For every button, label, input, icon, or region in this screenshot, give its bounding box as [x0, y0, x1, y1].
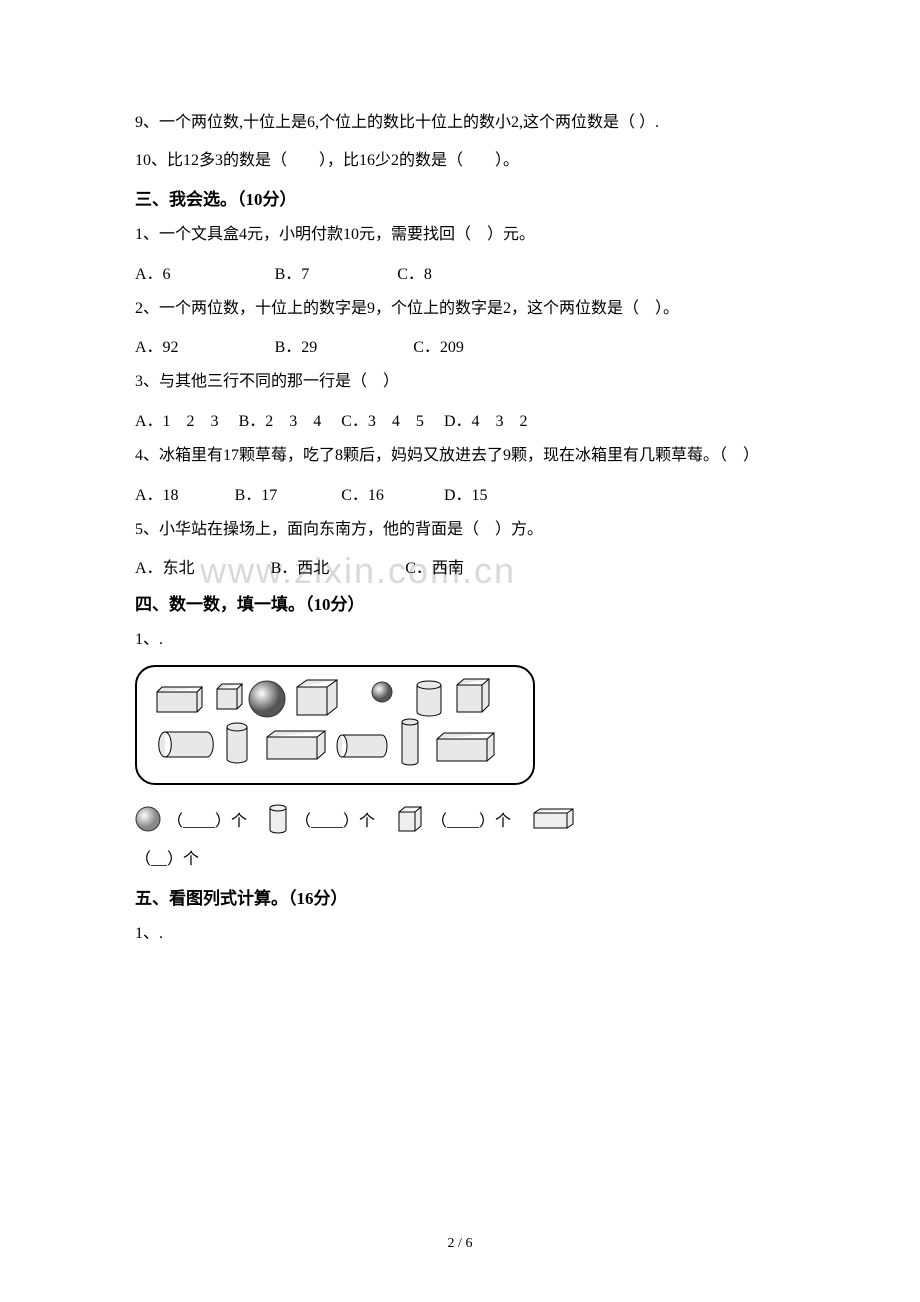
s3-q3-opt-d: D．4 3 2	[444, 407, 528, 431]
s3-q2-opt-a: A．92	[135, 333, 275, 357]
cylinder-icon	[267, 803, 289, 835]
shapes-illustration	[147, 677, 527, 777]
section-3-title: 三、我会选。（10分）	[135, 185, 785, 210]
s3-q3-opt-a: A．1 2 3	[135, 407, 239, 431]
cylinder-count: （____）个	[267, 803, 375, 835]
s3-q2-opt-c: C．209	[413, 333, 464, 357]
s3-q4: 4、冰箱里有17颗草莓，吃了8颗后，妈妈又放进去了9颗，现在冰箱里有几颗草莓。（…	[135, 443, 785, 469]
s3-q2-opt-b: B．29	[275, 333, 414, 357]
s3-q1-opt-c: C．8	[397, 260, 432, 284]
cuboid-icon	[531, 807, 577, 831]
sphere-icon	[135, 806, 161, 832]
s3-q3-opt-b: B．2 3 4	[239, 407, 342, 431]
page-content: 9、一个两位数,十位上是6,个位上的数比十位上的数小2,这个两位数是（ ）. 1…	[135, 110, 785, 947]
s3-q2: 2、一个两位数，十位上的数字是9，个位上的数字是2，这个两位数是（ ）。	[135, 296, 785, 322]
section-4-title: 四、数一数，填一填。（10分）	[135, 590, 785, 615]
section-5-title: 五、看图列式计算。（16分）	[135, 884, 785, 909]
s3-q1-options: A．6 B．7 C．8	[135, 260, 785, 284]
cube-blank: （____）个	[431, 807, 511, 831]
s3-q5-opt-c: C．西南	[405, 554, 464, 578]
cuboid-count	[531, 807, 577, 831]
sphere-blank: （____）个	[167, 807, 247, 831]
s3-q5-opt-b: B．西北	[271, 554, 406, 578]
question-10: 10、比12多3的数是（ ），比16少2的数是（ ）。	[135, 148, 785, 174]
shapes-container	[135, 665, 535, 785]
sphere-count: （____）个	[135, 806, 247, 832]
shapes-answer-row: （____）个 （____）个 （____）个	[135, 803, 785, 835]
s4-q1: 1、.	[135, 627, 785, 653]
s5-q1: 1、.	[135, 921, 785, 947]
question-9: 9、一个两位数,十位上是6,个位上的数比十位上的数小2,这个两位数是（ ）.	[135, 110, 785, 136]
s3-q1-opt-b: B．7	[275, 260, 398, 284]
s3-q4-opt-d: D．15	[444, 481, 488, 505]
s3-q1: 1、一个文具盒4元，小明付款10元，需要找回（ ）元。	[135, 222, 785, 248]
s3-q4-opt-a: A．18	[135, 481, 235, 505]
page-number: 2 / 6	[448, 1236, 473, 1252]
cylinder-blank: （____）个	[295, 807, 375, 831]
s3-q3-opt-c: C．3 4 5	[341, 407, 444, 431]
s3-q5-opt-a: A．东北	[135, 554, 271, 578]
s3-q4-opt-b: B．17	[235, 481, 342, 505]
cube-count: （____）个	[395, 804, 511, 834]
s3-q3-options: A．1 2 3 B．2 3 4 C．3 4 5 D．4 3 2	[135, 407, 785, 431]
s3-q1-opt-a: A．6	[135, 260, 275, 284]
s3-q2-options: A．92 B．29 C．209	[135, 333, 785, 357]
s3-q4-options: A．18 B．17 C．16 D．15	[135, 481, 785, 505]
s3-q5-options: A．东北 B．西北 C．西南	[135, 554, 785, 578]
s3-q5: 5、小华站在操场上，面向东南方，他的背面是（ ）方。	[135, 517, 785, 543]
s3-q4-opt-c: C．16	[341, 481, 444, 505]
s3-q3: 3、与其他三行不同的那一行是（ ）	[135, 369, 785, 395]
cuboid-blank-line: （__）个	[135, 847, 785, 873]
cube-icon	[395, 804, 425, 834]
